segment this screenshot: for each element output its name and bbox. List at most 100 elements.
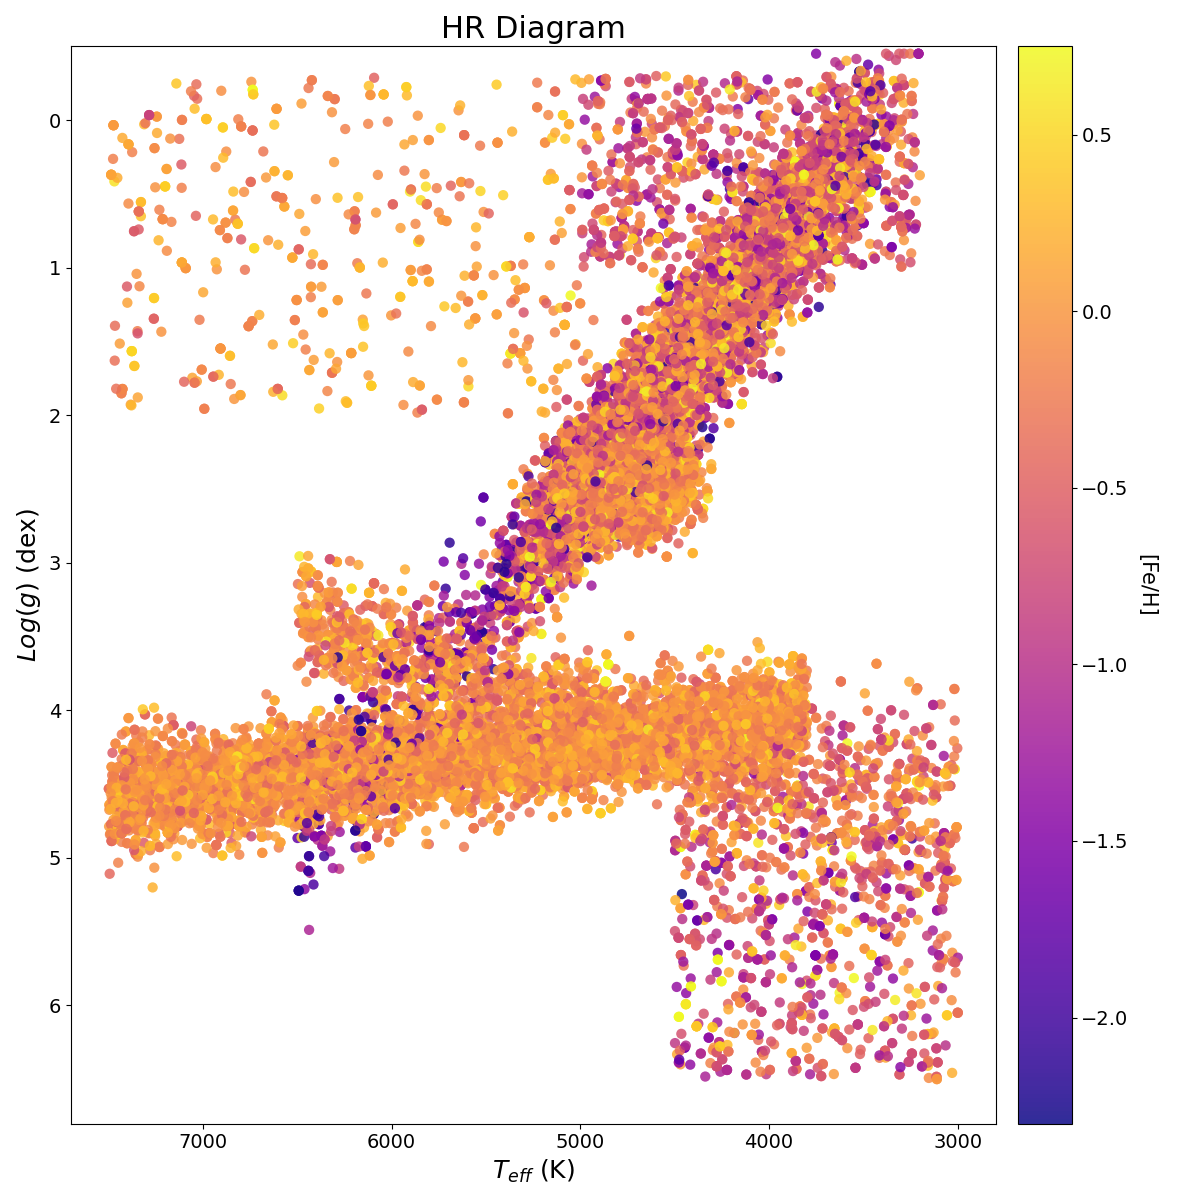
Point xyxy=(593,494,612,514)
Point xyxy=(622,473,641,492)
Point xyxy=(617,491,636,510)
Point xyxy=(730,329,749,348)
Point xyxy=(605,466,624,485)
Point xyxy=(571,752,590,772)
Point xyxy=(796,252,815,271)
Point xyxy=(637,456,656,475)
Point xyxy=(622,402,641,421)
Point xyxy=(328,630,347,649)
Point xyxy=(655,436,674,455)
Point xyxy=(674,391,694,410)
Point xyxy=(671,899,690,918)
Point xyxy=(175,766,194,785)
Point xyxy=(751,258,770,277)
Point xyxy=(668,679,688,698)
Point xyxy=(594,505,613,524)
Point xyxy=(692,383,712,402)
Point xyxy=(646,709,665,728)
Point xyxy=(528,688,547,707)
Point xyxy=(608,466,628,485)
Point xyxy=(224,744,244,763)
Point xyxy=(613,449,632,468)
Point xyxy=(782,253,802,272)
Point xyxy=(598,488,617,508)
Point xyxy=(575,496,594,515)
Point xyxy=(137,768,156,787)
Point xyxy=(461,740,480,760)
Point xyxy=(677,386,696,406)
Point xyxy=(666,366,685,385)
Point xyxy=(637,407,656,426)
Point xyxy=(586,480,605,499)
Point xyxy=(500,344,520,364)
Point xyxy=(774,697,793,716)
Point xyxy=(892,257,911,276)
Point xyxy=(318,736,337,755)
Point xyxy=(768,737,787,756)
Point xyxy=(210,758,229,778)
Point xyxy=(558,708,577,727)
Point xyxy=(666,355,685,374)
Point xyxy=(443,726,462,745)
Point xyxy=(493,715,512,734)
Point xyxy=(566,680,586,700)
Point xyxy=(761,758,780,778)
Point xyxy=(788,221,808,240)
Point xyxy=(596,456,616,475)
Point xyxy=(752,287,772,306)
Point xyxy=(612,508,631,527)
Point xyxy=(601,422,620,442)
Point xyxy=(164,784,184,803)
Point xyxy=(308,743,328,762)
Point xyxy=(420,722,439,742)
Point xyxy=(792,822,811,841)
Point xyxy=(632,458,652,478)
Point xyxy=(612,680,631,700)
Point xyxy=(856,132,875,151)
Point xyxy=(593,457,612,476)
Point xyxy=(104,115,124,134)
Point xyxy=(336,790,355,809)
Point xyxy=(655,397,674,416)
Point xyxy=(654,329,673,348)
Point xyxy=(754,698,773,718)
Point xyxy=(221,746,240,766)
Point xyxy=(660,725,679,744)
Point xyxy=(859,826,878,845)
Point xyxy=(288,750,307,769)
Point xyxy=(737,812,756,832)
Point xyxy=(491,720,510,739)
Point xyxy=(859,121,878,140)
Point xyxy=(713,700,732,719)
Point xyxy=(430,738,449,757)
Point xyxy=(226,778,245,797)
Point xyxy=(534,534,553,553)
Point xyxy=(608,504,628,523)
Point xyxy=(504,340,523,359)
Point xyxy=(622,454,641,473)
Point xyxy=(546,736,565,755)
Point xyxy=(460,718,479,737)
Point xyxy=(810,169,829,188)
Point xyxy=(564,769,583,788)
Point xyxy=(655,646,674,665)
Point xyxy=(544,451,563,470)
Point xyxy=(883,1009,902,1028)
Point xyxy=(562,491,581,510)
Point xyxy=(750,272,769,292)
Point xyxy=(389,768,408,787)
Point xyxy=(739,211,758,230)
Point xyxy=(568,732,587,751)
Point xyxy=(869,114,888,133)
Point xyxy=(682,684,701,703)
Point xyxy=(865,248,884,268)
Point xyxy=(588,480,607,499)
Point xyxy=(846,138,865,157)
Point xyxy=(623,456,642,475)
Point xyxy=(744,756,763,775)
Point xyxy=(844,97,863,116)
Point xyxy=(606,222,625,241)
Point xyxy=(619,450,638,469)
Point xyxy=(722,748,742,767)
Point xyxy=(181,802,200,821)
